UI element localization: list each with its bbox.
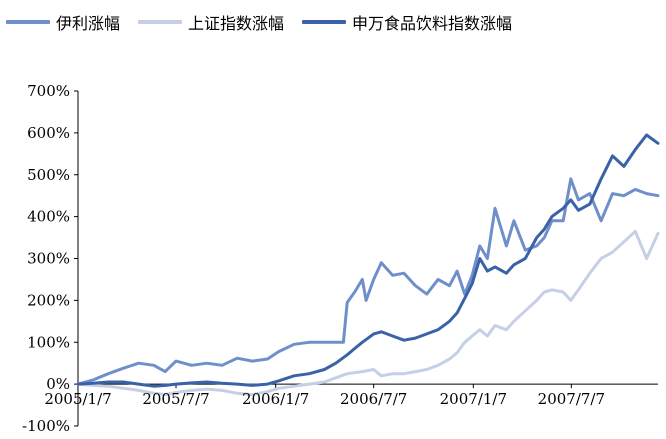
y-tick-label: 400% bbox=[27, 208, 70, 226]
x-tick-label: 2006/7/7 bbox=[340, 390, 407, 408]
legend-swatch-yili bbox=[6, 20, 50, 24]
legend-item-sw-food: 申万食品饮料指数涨幅 bbox=[302, 10, 512, 34]
x-tick-label: 2006/1/7 bbox=[242, 390, 309, 408]
series-sse-index-line bbox=[76, 229, 660, 397]
legend-label-sw-food: 申万食品饮料指数涨幅 bbox=[352, 14, 513, 33]
series-sw-food-index-line bbox=[76, 133, 660, 388]
legend-swatch-sw-food bbox=[302, 20, 347, 24]
legend-label-sse: 上证指数涨幅 bbox=[188, 14, 285, 33]
y-axis-tick-labels: 700% 600% 500% 400% 300% 200% 100% 0% -100% bbox=[22, 82, 70, 435]
chart-axes bbox=[74, 90, 658, 427]
x-tick-label: 2005/7/7 bbox=[142, 390, 209, 408]
y-tick-label: 600% bbox=[27, 124, 70, 142]
y-tick-label: 300% bbox=[27, 250, 70, 268]
x-tick-label: 2007/7/7 bbox=[538, 390, 605, 408]
legend-item-sse: 上证指数涨幅 bbox=[138, 10, 284, 34]
x-tick-label: 2007/1/7 bbox=[440, 390, 507, 408]
chart-series-lines bbox=[76, 133, 660, 397]
legend-swatch-sse bbox=[138, 20, 183, 24]
y-tick-label: 0% bbox=[46, 375, 70, 393]
legend-item-yili: 伊利涨幅 bbox=[6, 10, 120, 34]
y-tick-label: 500% bbox=[27, 166, 70, 184]
series-yili-line bbox=[76, 177, 660, 386]
y-tick-label: -100% bbox=[22, 417, 70, 435]
y-tick-label: 700% bbox=[27, 82, 70, 100]
y-tick-label: 100% bbox=[27, 333, 70, 351]
y-tick-label: 200% bbox=[27, 291, 70, 309]
x-tick-label: 2005/1/7 bbox=[44, 390, 111, 408]
chart-legend: 伊利涨幅 上证指数涨幅 申万食品饮料指数涨幅 bbox=[6, 10, 530, 34]
legend-label-yili: 伊利涨幅 bbox=[56, 14, 121, 33]
x-axis-tick-labels: 2005/1/7 2005/7/7 2006/1/7 2006/7/7 2007/1/7… bbox=[44, 390, 605, 408]
